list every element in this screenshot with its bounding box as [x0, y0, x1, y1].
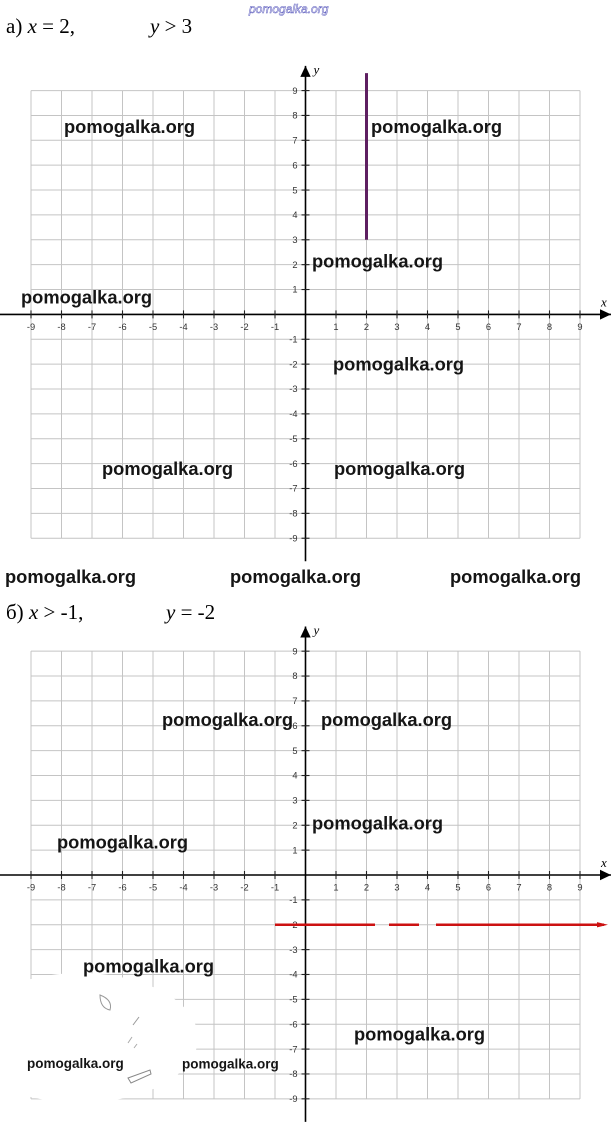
svg-text:2: 2: [364, 322, 369, 332]
svg-text:pomogalka.org: pomogalka.org: [83, 956, 214, 977]
svg-text:-2: -2: [240, 322, 248, 332]
svg-text:2: 2: [292, 820, 297, 830]
svg-text:-4: -4: [289, 409, 297, 419]
svg-text:-3: -3: [210, 322, 218, 332]
svg-text:-4: -4: [179, 883, 187, 893]
svg-text:pomogalka.org: pomogalka.org: [64, 116, 195, 137]
svg-text:4: 4: [425, 883, 430, 893]
svg-text:pomogalka.org: pomogalka.org: [102, 458, 233, 479]
svg-text:-9: -9: [27, 322, 35, 332]
svg-text:3: 3: [394, 322, 399, 332]
svg-text:5: 5: [455, 883, 460, 893]
svg-text:2: 2: [292, 260, 297, 270]
svg-text:pomogalka.org: pomogalka.org: [162, 709, 293, 730]
svg-text:pomogalka.org: pomogalka.org: [333, 354, 464, 375]
svg-text:x: x: [600, 294, 607, 309]
svg-text:9: 9: [577, 322, 582, 332]
svg-text:6: 6: [486, 883, 491, 893]
svg-text:6: 6: [292, 721, 297, 731]
svg-text:-7: -7: [88, 883, 96, 893]
svg-text:-9: -9: [27, 883, 35, 893]
svg-text:-8: -8: [57, 322, 65, 332]
svg-text:6: 6: [486, 322, 491, 332]
svg-text:1: 1: [333, 322, 338, 332]
svg-text:-9: -9: [289, 533, 297, 543]
svg-text:-1: -1: [289, 334, 297, 344]
svg-text:pomogalka.org: pomogalka.org: [450, 566, 581, 587]
svg-text:-6: -6: [289, 459, 297, 469]
svg-text:pomogalka.org: pomogalka.org: [21, 286, 152, 307]
svg-text:3: 3: [292, 235, 297, 245]
svg-text:-3: -3: [210, 883, 218, 893]
svg-text:-7: -7: [289, 484, 297, 494]
svg-text:1: 1: [292, 845, 297, 855]
svg-text:-3: -3: [289, 945, 297, 955]
svg-text:8: 8: [547, 883, 552, 893]
svg-text:9: 9: [577, 883, 582, 893]
svg-text:pomogalka.org: pomogalka.org: [334, 458, 465, 479]
svg-text:1: 1: [292, 285, 297, 295]
svg-text:pomogalka.org: pomogalka.org: [312, 812, 443, 833]
svg-text:pomogalka.org: pomogalka.org: [182, 1056, 279, 1071]
svg-text:4: 4: [292, 771, 297, 781]
svg-text:-8: -8: [289, 1069, 297, 1079]
svg-text:7: 7: [516, 322, 521, 332]
svg-text:1: 1: [333, 883, 338, 893]
svg-text:-7: -7: [289, 1044, 297, 1054]
svg-text:5: 5: [292, 746, 297, 756]
svg-text:-3: -3: [289, 384, 297, 394]
svg-text:-4: -4: [289, 970, 297, 980]
svg-text:-5: -5: [289, 995, 297, 1005]
svg-text:-8: -8: [57, 883, 65, 893]
svg-text:-6: -6: [289, 1019, 297, 1029]
svg-text:-6: -6: [118, 322, 126, 332]
svg-text:pomogalka.org: pomogalka.org: [354, 1023, 485, 1044]
svg-text:-1: -1: [271, 322, 279, 332]
svg-text:3: 3: [394, 883, 399, 893]
svg-text:6: 6: [292, 160, 297, 170]
svg-text:pomogalka.org: pomogalka.org: [5, 566, 136, 587]
svg-text:7: 7: [292, 136, 297, 146]
svg-text:2: 2: [364, 883, 369, 893]
svg-text:-7: -7: [88, 322, 96, 332]
svg-text:pomogalka.org: pomogalka.org: [312, 251, 443, 272]
svg-text:8: 8: [292, 111, 297, 121]
svg-text:3: 3: [292, 796, 297, 806]
svg-text:9: 9: [292, 86, 297, 96]
svg-text:7: 7: [292, 696, 297, 706]
svg-text:pomogalka.org: pomogalka.org: [27, 1056, 124, 1071]
svg-text:4: 4: [292, 210, 297, 220]
svg-text:5: 5: [455, 322, 460, 332]
svg-text:-6: -6: [118, 883, 126, 893]
svg-text:pomogalka.org: pomogalka.org: [230, 566, 361, 587]
svg-text:y: y: [312, 622, 320, 637]
svg-text:9: 9: [292, 646, 297, 656]
svg-text:-4: -4: [179, 322, 187, 332]
svg-text:-1: -1: [271, 883, 279, 893]
svg-text:pomogalka.org: pomogalka.org: [371, 116, 502, 137]
svg-text:4: 4: [425, 322, 430, 332]
svg-text:5: 5: [292, 185, 297, 195]
svg-text:-5: -5: [289, 434, 297, 444]
svg-text:-5: -5: [149, 883, 157, 893]
svg-text:-2: -2: [289, 359, 297, 369]
svg-text:-8: -8: [289, 509, 297, 519]
svg-text:8: 8: [547, 322, 552, 332]
svg-text:8: 8: [292, 671, 297, 681]
svg-text:pomogalka.org: pomogalka.org: [57, 832, 188, 853]
svg-text:-1: -1: [289, 895, 297, 905]
svg-text:7: 7: [516, 883, 521, 893]
svg-text:-9: -9: [289, 1094, 297, 1104]
svg-text:y: y: [312, 62, 320, 77]
svg-text:x: x: [600, 855, 607, 870]
svg-text:-2: -2: [240, 883, 248, 893]
svg-text:-5: -5: [149, 322, 157, 332]
svg-text:pomogalka.org: pomogalka.org: [321, 709, 452, 730]
